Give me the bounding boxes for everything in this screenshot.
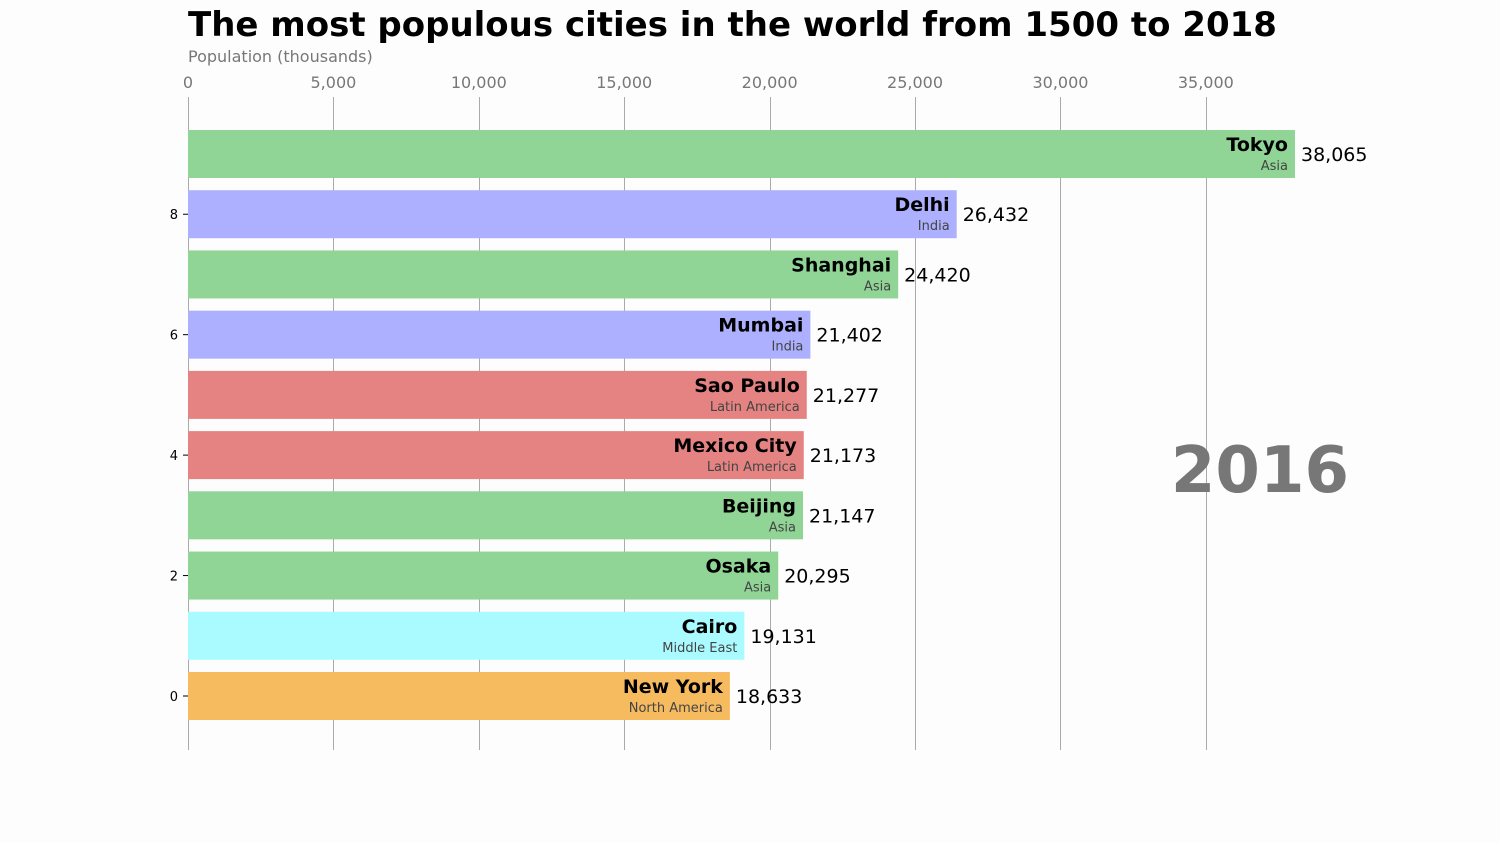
- bar-beijing: Beijing Asia 21,147: [188, 491, 875, 540]
- bar-city-label: Beijing: [722, 495, 796, 517]
- bar-osaka: Osaka Asia 20,295: [188, 551, 851, 600]
- bar-shanghai: Shanghai Asia 24,420: [188, 250, 971, 299]
- bar-region-label: North America: [629, 701, 723, 716]
- bar-rect: [188, 310, 811, 359]
- bar-delhi: Delhi India 26,432: [188, 190, 1029, 239]
- y-tick-label: 4: [170, 449, 178, 464]
- bar-rect: [188, 370, 807, 419]
- x-tick-label: 15,000: [596, 73, 652, 92]
- bar-value-label: 20,295: [784, 566, 850, 588]
- bar-region-label: Asia: [1261, 159, 1288, 174]
- x-tick-label: 35,000: [1178, 73, 1234, 92]
- bar-city-label: Osaka: [705, 556, 771, 578]
- bar-region-label: Asia: [744, 581, 771, 596]
- bar-mexico-city: Mexico City Latin America 21,173: [188, 431, 876, 480]
- x-axis-ticks: 0 5,000 10,000 15,000 20,000 25,000 30,000 35,0…: [183, 73, 1234, 92]
- y-tick-label: 2: [170, 570, 178, 585]
- bar-city-label: New York: [623, 676, 723, 698]
- y-axis-ticks: 0 2 4 6 8: [170, 208, 188, 705]
- bar-cairo: Cairo Middle East 19,131: [188, 611, 817, 660]
- bar-rect: [188, 551, 779, 600]
- x-tick-label: 0: [183, 73, 193, 92]
- bar-city-label: Mexico City: [673, 435, 797, 457]
- bar-region-label: India: [772, 340, 804, 355]
- bar-value-label: 24,420: [904, 264, 970, 286]
- x-tick-label: 10,000: [451, 73, 507, 92]
- bar-tokyo: Tokyo Asia 38,065: [188, 130, 1367, 178]
- bar-value-label: 21,402: [816, 325, 882, 347]
- bar-rect: [188, 611, 745, 660]
- bar-mumbai: Mumbai India 21,402: [188, 310, 883, 359]
- bar-value-label: 21,277: [813, 385, 879, 407]
- bar-value-label: 26,432: [963, 204, 1029, 226]
- bar-region-label: Latin America: [707, 460, 797, 475]
- bar-rect: [188, 130, 1295, 178]
- bar-region-label: Latin America: [710, 400, 800, 415]
- bar-rect: [188, 250, 899, 299]
- bar-region-label: Asia: [769, 520, 796, 535]
- bar-rect: [188, 672, 730, 720]
- x-tick-label: 5,000: [311, 73, 357, 92]
- x-axis-label: Population (thousands): [188, 47, 373, 66]
- bar-value-label: 38,065: [1301, 144, 1367, 166]
- bar-rect: [188, 431, 804, 480]
- chart-title: The most populous cities in the world fr…: [188, 5, 1277, 45]
- bar-value-label: 21,147: [809, 505, 875, 527]
- bar-value-label: 18,633: [736, 686, 802, 708]
- y-tick-label: 0: [170, 690, 178, 705]
- bar-city-label: Shanghai: [791, 254, 891, 276]
- bar-region-label: Middle East: [662, 641, 737, 656]
- bar-rect: [188, 190, 957, 239]
- bar-region-label: India: [918, 219, 950, 234]
- y-tick-label: 6: [170, 329, 178, 344]
- x-tick-label: 20,000: [742, 73, 798, 92]
- x-tick-label: 25,000: [887, 73, 943, 92]
- bar-city-label: Delhi: [894, 194, 949, 216]
- bars: Tokyo Asia 38,065 Delhi India 26,432 Shanghai A…: [188, 130, 1367, 720]
- bar-city-label: Tokyo: [1226, 134, 1288, 156]
- bar-city-label: Sao Paulo: [694, 375, 800, 397]
- x-tick-label: 30,000: [1032, 73, 1088, 92]
- year-label: 2016: [1171, 434, 1349, 508]
- bar-new-york: New York North America 18,633: [188, 672, 802, 720]
- bar-region-label: Asia: [864, 279, 891, 294]
- bar-rect: [188, 491, 803, 540]
- bar-city-label: Mumbai: [718, 315, 803, 337]
- bar-sao-paulo: Sao Paulo Latin America 21,277: [188, 370, 879, 419]
- y-tick-label: 8: [170, 208, 178, 223]
- bar-value-label: 19,131: [750, 626, 816, 648]
- bar-value-label: 21,173: [810, 445, 876, 467]
- bar-city-label: Cairo: [682, 616, 738, 638]
